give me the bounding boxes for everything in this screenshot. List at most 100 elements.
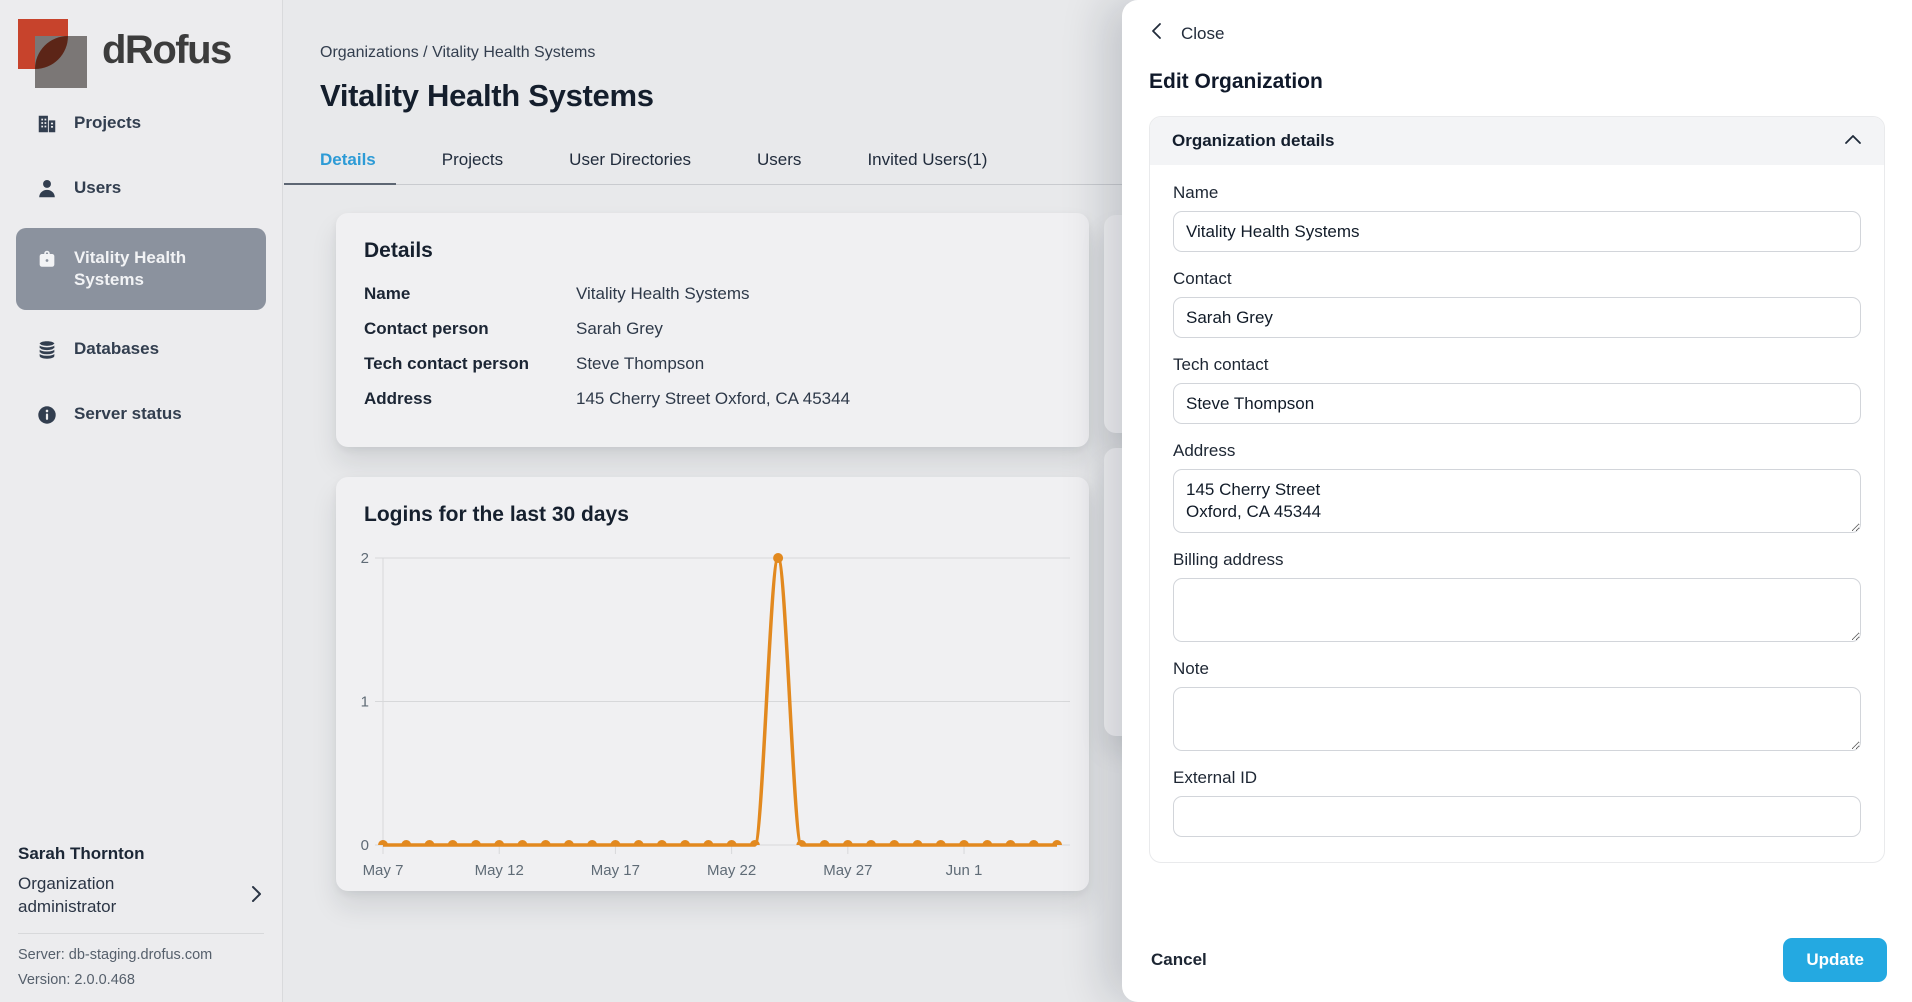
sidebar-item-label: Projects [74, 113, 142, 132]
logins-line-chart: 0 1 2 May 7 May 12 May 17 May 22 May 27 Jun 1 [336, 545, 1089, 891]
name-input[interactable] [1173, 211, 1861, 252]
server-host: Server: db-staging.drofus.com [18, 947, 213, 963]
building-icon [36, 113, 58, 135]
svg-text:0: 0 [361, 837, 369, 854]
database-icon [36, 339, 58, 361]
sidebar-item-label: Vitality Health Systems [74, 248, 187, 290]
tab-projects[interactable]: Projects [441, 150, 504, 169]
current-user-name: Sarah Thornton [18, 844, 145, 864]
svg-text:2: 2 [361, 550, 369, 567]
user-menu[interactable]: Organization administrator [18, 873, 264, 919]
logins-chart-card: Logins for the last 30 days 0 1 2 May 7 May … [336, 477, 1089, 892]
chart-title: Logins for the last 30 days [364, 503, 629, 527]
breadcrumb-organizations[interactable]: Organizations [320, 44, 419, 61]
chevron-right-icon [248, 883, 264, 910]
sidebar-item-label: Server status [74, 404, 182, 424]
contact-input[interactable] [1173, 297, 1861, 338]
sidebar-item-label: Users [74, 178, 122, 197]
organization-details-accordion-header[interactable]: Organization details [1150, 117, 1884, 165]
details-card: Details Name Vitality Health Systems Con… [336, 213, 1089, 448]
update-button[interactable]: Update [1783, 938, 1887, 982]
panel-title: Edit Organization [1149, 70, 1323, 93]
detail-row-contact-person: Contact person Sarah Grey [364, 318, 1061, 340]
briefcase-icon [36, 248, 58, 270]
main-content: Organizations / Vitality Health Systems … [284, 0, 1912, 1002]
sidebar: dRofus Projects Users Vitality Health Sy… [0, 0, 283, 1002]
user-icon [36, 178, 58, 200]
organization-details-section: Organization details Name Contact Tech c… [1149, 116, 1885, 863]
svg-text:May 17: May 17 [591, 862, 640, 879]
svg-text:1: 1 [361, 694, 369, 711]
detail-value: Sarah Grey [576, 319, 663, 339]
field-name: Name [1173, 183, 1861, 252]
detail-label: Name [364, 284, 411, 303]
field-label: Name [1173, 183, 1219, 202]
server-info: Server: db-staging.drofus.com Version: 2… [18, 933, 264, 988]
details-list: Name Vitality Health Systems Contact per… [364, 283, 1061, 410]
field-contact: Contact [1173, 269, 1861, 338]
field-label: Tech contact [1173, 355, 1269, 374]
field-tech-contact: Tech contact [1173, 355, 1861, 424]
billing-address-textarea[interactable] [1173, 578, 1861, 642]
detail-label: Contact person [364, 319, 489, 339]
detail-label: Tech contact person [364, 354, 529, 374]
section-title: Organization details [1172, 131, 1335, 150]
breadcrumb-separator: / [418, 44, 433, 61]
svg-text:May 7: May 7 [363, 862, 404, 879]
chevron-left-icon [1149, 22, 1165, 45]
field-billing-address: Billing address [1173, 550, 1861, 642]
sidebar-item-users[interactable]: Users [16, 163, 266, 214]
field-note: Note [1173, 659, 1861, 751]
field-address: Address [1173, 441, 1861, 533]
current-user-role: Organization administrator [18, 874, 117, 917]
cancel-button[interactable]: Cancel [1151, 950, 1207, 969]
field-label: External ID [1173, 768, 1258, 787]
svg-text:May 27: May 27 [823, 862, 872, 879]
tab-bar: Details Projects User Directories Users Invi… [284, 138, 1912, 185]
svg-text:May 22: May 22 [707, 862, 756, 879]
field-label: Billing address [1173, 550, 1284, 569]
close-label: Close [1181, 23, 1225, 43]
close-panel-button[interactable]: Close [1122, 0, 1251, 45]
app-version: Version: 2.0.0.468 [18, 972, 135, 988]
detail-row-address: Address 145 Cherry Street Oxford, CA 453… [364, 388, 1061, 410]
detail-row-name: Name Vitality Health Systems [364, 283, 1061, 305]
address-textarea[interactable] [1173, 469, 1861, 533]
tab-details[interactable]: Details [284, 138, 396, 185]
detail-value: Steve Thompson [576, 354, 705, 374]
svg-text:May 12: May 12 [475, 862, 524, 879]
page-title: Vitality Health Systems [320, 78, 654, 113]
chevron-up-icon [1844, 131, 1862, 151]
sidebar-item-label: Databases [74, 339, 160, 359]
sidebar-footer: Sarah Thornton Organization administrato… [0, 844, 282, 1002]
brand-wordmark: dRofus [102, 27, 232, 72]
sidebar-item-server-status[interactable]: Server status [16, 389, 266, 440]
sidebar-item-projects[interactable]: Projects [16, 98, 266, 149]
organization-form: Name Contact Tech contact Address Billin… [1150, 165, 1884, 862]
field-label: Address [1173, 441, 1236, 460]
breadcrumb-vitality-health-systems: Vitality Health Systems [432, 44, 596, 61]
panel-footer: Cancel Update [1122, 918, 1912, 1002]
field-label: Note [1173, 659, 1209, 678]
sidebar-item-databases[interactable]: Databases [16, 324, 266, 375]
field-label: Contact [1173, 269, 1232, 288]
note-textarea[interactable] [1173, 687, 1861, 751]
tech-contact-input[interactable] [1173, 383, 1861, 424]
detail-label: Address [364, 389, 433, 409]
detail-row-tech-contact-person: Tech contact person Steve Thompson [364, 353, 1061, 375]
details-card-title: Details [364, 239, 433, 262]
field-external-id: External ID [1173, 768, 1861, 837]
detail-value: 145 Cherry Street Oxford, CA 45344 [576, 389, 851, 409]
sidebar-item-vitality-health-systems[interactable]: Vitality Health Systems [16, 228, 266, 311]
tab-invited-users-1[interactable]: Invited Users(1) [867, 150, 988, 169]
external-id-input[interactable] [1173, 796, 1861, 837]
tab-user-directories[interactable]: User Directories [569, 150, 692, 169]
svg-text:Jun 1: Jun 1 [946, 862, 983, 879]
edit-organization-panel: Close Edit Organization Organization det… [1122, 0, 1912, 1002]
app-logo: dRofus [0, 0, 282, 88]
drofus-logo-icon [18, 11, 90, 89]
breadcrumb: Organizations / Vitality Health Systems [320, 44, 1912, 62]
info-icon [36, 404, 58, 426]
tab-users[interactable]: Users [757, 150, 802, 169]
